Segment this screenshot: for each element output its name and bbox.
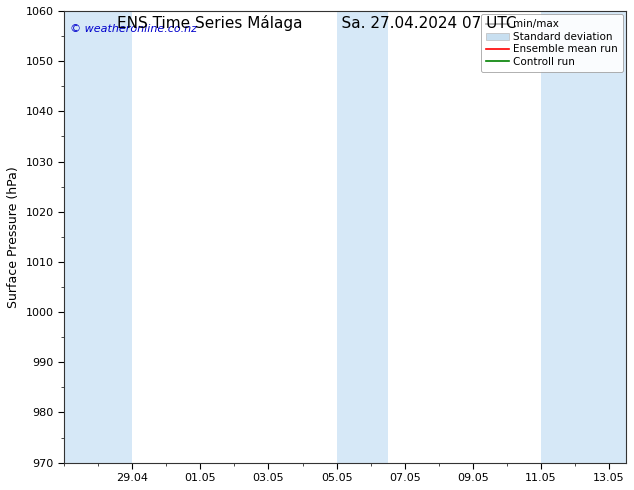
Y-axis label: Surface Pressure (hPa): Surface Pressure (hPa) [7, 166, 20, 308]
Text: ENS Time Series Málaga        Sa. 27.04.2024 07 UTC: ENS Time Series Málaga Sa. 27.04.2024 07… [117, 15, 517, 31]
Text: © weatheronline.co.nz: © weatheronline.co.nz [70, 24, 197, 34]
Legend: min/max, Standard deviation, Ensemble mean run, Controll run: min/max, Standard deviation, Ensemble me… [481, 14, 623, 73]
Bar [337, 11, 387, 463]
Bar [64, 11, 132, 463]
Bar [541, 11, 626, 463]
